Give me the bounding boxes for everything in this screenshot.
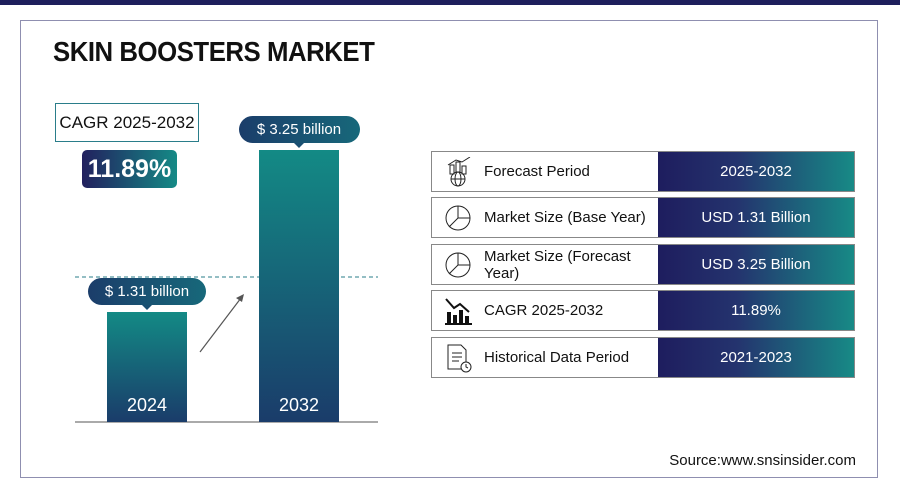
row-value: 2021-2023: [658, 338, 854, 377]
row-label-cell: Market Size (Base Year): [432, 198, 658, 237]
table-row: Market Size (Forecast Year) USD 3.25 Bill…: [431, 244, 855, 285]
data-label-2032: $ 3.25 billion: [238, 116, 360, 148]
row-label-cell: Historical Data Period: [432, 338, 658, 377]
forecast-chart-globe-icon: [447, 156, 471, 186]
bar-chart-decline-icon: [445, 297, 472, 325]
row-label-cell: CAGR 2025-2032: [432, 291, 658, 330]
page-title: SKIN BOOSTERS MARKET: [53, 36, 375, 67]
cagr-label: CAGR 2025-2032: [55, 103, 199, 142]
row-label: Market Size (Forecast Year): [484, 247, 631, 282]
bar-2024: 2024: [107, 312, 187, 422]
row-value: 11.89%: [658, 291, 854, 330]
row-value: 2025-2032: [658, 152, 854, 191]
row-label-cell: Forecast Period: [432, 152, 658, 191]
bar-2032: 2032: [259, 150, 339, 422]
row-value: USD 3.25 Billion: [658, 245, 854, 284]
arrow-head-icon: [236, 294, 244, 302]
data-label-2024: $ 1.31 billion: [88, 278, 206, 311]
pie-chart-icon: [445, 252, 471, 277]
table-row: Forecast Period 2025-2032: [431, 151, 855, 192]
row-label: CAGR 2025-2032: [484, 302, 604, 319]
row-label: Market Size (Base Year): [484, 209, 646, 226]
cagr-value: 11.89%: [82, 150, 177, 188]
x-tick-label: 2032: [278, 395, 320, 415]
pie-chart-icon: [445, 205, 471, 230]
frame: [20, 20, 878, 478]
document-clock-icon: [447, 344, 472, 372]
table-row: Market Size (Base Year) USD 1.31 Billion: [431, 197, 855, 238]
table-row: CAGR 2025-2032 11.89%: [431, 290, 855, 331]
source-text: Source:www.snsinsider.com: [669, 452, 856, 469]
row-label: Forecast Period: [484, 163, 590, 180]
x-tick-label: 2024: [126, 394, 168, 415]
row-label: Historical Data Period: [484, 349, 630, 366]
row-label-cell: Market Size (Forecast Year): [432, 245, 658, 284]
table-row: Historical Data Period 2021-2023: [431, 337, 855, 378]
row-value: USD 1.31 Billion: [658, 198, 854, 237]
top-bar: [0, 0, 900, 5]
growth-arrow-icon: [199, 297, 242, 353]
